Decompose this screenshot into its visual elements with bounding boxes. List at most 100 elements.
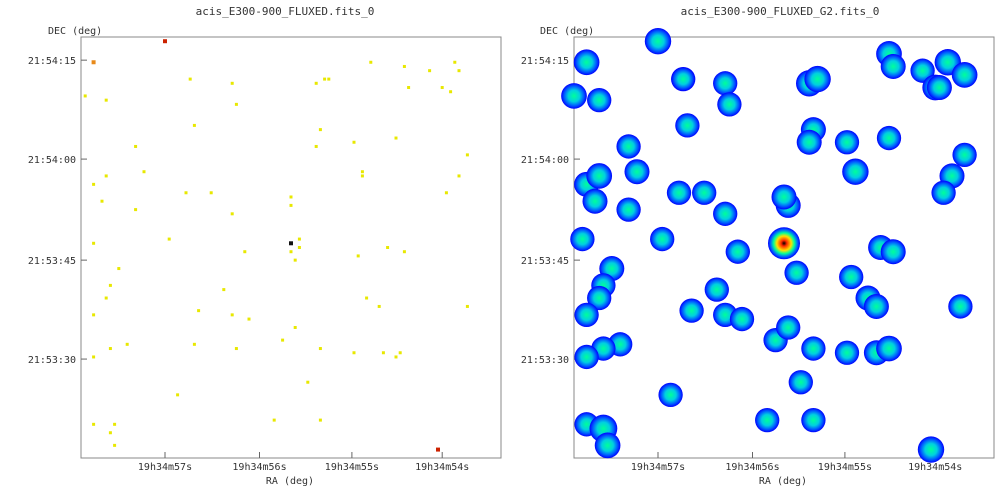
source-point — [398, 351, 402, 355]
y-tick-label: 21:53:30 — [521, 355, 569, 366]
source-point — [134, 208, 138, 212]
source-point — [142, 170, 146, 174]
y-tick-label: 21:53:45 — [521, 256, 569, 267]
plot-frame — [80, 36, 502, 459]
source-point — [163, 39, 167, 44]
source-blob — [917, 436, 945, 463]
panel-title: acis_E300-900_FLUXED.fits_0 — [196, 5, 375, 18]
source-point — [104, 296, 108, 300]
source-blob — [729, 306, 755, 332]
source-point — [281, 338, 285, 342]
source-point — [92, 241, 96, 245]
source-point — [209, 191, 213, 195]
source-point — [360, 174, 364, 178]
source-point — [314, 81, 318, 85]
source-point — [289, 195, 293, 199]
y-tick-label: 21:54:15 — [521, 56, 569, 67]
source-blob — [666, 180, 692, 205]
source-blob — [804, 65, 831, 93]
source-blob — [671, 67, 695, 91]
source-point — [365, 296, 369, 300]
x-tick-label: 19h34m56s — [725, 462, 779, 473]
source-point — [360, 170, 364, 174]
source-point — [192, 123, 196, 127]
source-blob — [587, 285, 612, 311]
source-point — [230, 81, 234, 85]
source-point — [327, 77, 331, 81]
source-blob — [784, 260, 809, 285]
source-blob — [616, 197, 641, 222]
source-blob — [624, 159, 650, 185]
source-point — [318, 418, 322, 422]
source-blob — [876, 125, 902, 151]
source-blob — [842, 158, 869, 185]
source-blob — [951, 62, 978, 88]
source-blob — [931, 180, 956, 205]
source-point — [402, 250, 406, 254]
source-point — [234, 102, 238, 106]
source-blob — [658, 382, 683, 407]
source-point — [176, 393, 180, 397]
source-blob — [863, 293, 889, 319]
source-point — [402, 64, 406, 68]
source-blob — [570, 226, 595, 252]
source-blob — [704, 277, 729, 302]
source-blobs — [561, 28, 978, 463]
y-axis-label: DEC (deg) — [48, 26, 102, 37]
source-point — [92, 182, 96, 186]
source-blob — [644, 28, 672, 55]
source-blob — [679, 298, 704, 323]
source-point — [197, 309, 201, 313]
source-point — [192, 342, 196, 346]
source-point — [297, 246, 301, 249]
x-axis-label: RA (deg) — [759, 476, 807, 487]
source-blob — [880, 53, 906, 79]
source-blob — [725, 239, 750, 264]
source-point — [104, 98, 108, 102]
source-point — [134, 144, 138, 148]
source-point — [92, 355, 96, 359]
source-blob — [574, 344, 599, 370]
source-point — [394, 355, 398, 359]
source-blob — [948, 294, 973, 319]
x-tick-label: 19h34m54s — [415, 462, 469, 473]
source-blob — [768, 227, 800, 260]
source-point — [293, 258, 297, 262]
y-tick-label: 21:54:00 — [28, 155, 76, 166]
source-blob — [952, 142, 977, 168]
x-tick-label: 19h34m56s — [232, 462, 286, 473]
source-point — [289, 250, 293, 254]
source-blob — [926, 75, 952, 101]
fluxed-panel: acis_E300-900_FLUXED.fits_0 DEC (deg) RA… — [28, 5, 502, 487]
source-point — [108, 431, 112, 435]
source-blob — [616, 134, 641, 159]
source-point — [100, 199, 104, 203]
source-point — [234, 347, 238, 351]
source-point — [381, 351, 385, 355]
source-point — [289, 203, 293, 207]
source-blob — [755, 407, 780, 433]
y-tick-label: 21:53:45 — [28, 256, 76, 267]
source-blob — [834, 130, 860, 155]
source-point — [92, 313, 96, 317]
source-point — [352, 351, 356, 355]
source-point — [83, 94, 87, 98]
source-point — [318, 347, 322, 351]
source-point — [440, 86, 444, 90]
panel-title: acis_E300-900_FLUXED_G2.fits_0 — [681, 5, 880, 18]
source-blob — [717, 92, 742, 117]
source-point — [407, 86, 411, 90]
source-blob — [573, 49, 600, 76]
source-point — [108, 347, 112, 351]
source-blob — [586, 163, 613, 189]
source-points — [83, 39, 469, 452]
source-point — [184, 191, 188, 195]
source-point — [108, 283, 112, 287]
source-blob — [776, 315, 801, 340]
source-point — [428, 69, 432, 73]
source-blob — [880, 239, 906, 265]
y-tick-label: 21:54:00 — [521, 155, 569, 166]
source-blob — [801, 336, 826, 361]
source-point — [247, 317, 251, 321]
